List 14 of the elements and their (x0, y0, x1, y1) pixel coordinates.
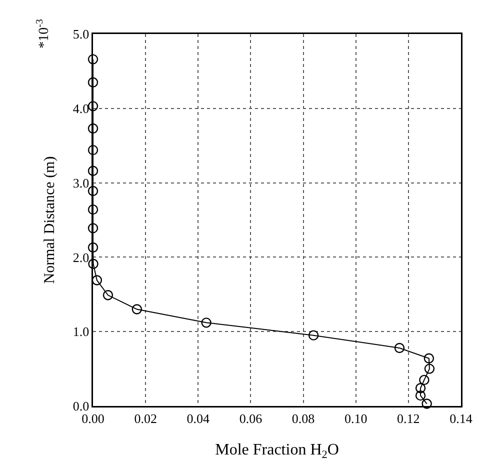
y-axis-title: Normal Distance (m) (42, 156, 58, 284)
y-tick-label: 1.0 (72, 324, 90, 340)
x-tick-label: 0.14 (450, 410, 473, 426)
x-tick-label: 0.06 (239, 410, 263, 426)
y-tick-label: 3.0 (72, 175, 90, 190)
y-tick-label: 2.0 (72, 250, 90, 265)
x-tick-label: 0.12 (397, 410, 420, 426)
x-tick-label: 0.04 (186, 410, 210, 426)
y-tick-label: 4.0 (72, 100, 90, 116)
y-tick-label: 5.0 (72, 26, 90, 42)
x-axis-title: Mole Fraction H$_{2}$O (215, 441, 339, 461)
x-tick-label: 0.08 (292, 410, 315, 426)
x-tick-label: 0.02 (134, 410, 157, 426)
x-tick-label: 0.10 (344, 410, 368, 426)
